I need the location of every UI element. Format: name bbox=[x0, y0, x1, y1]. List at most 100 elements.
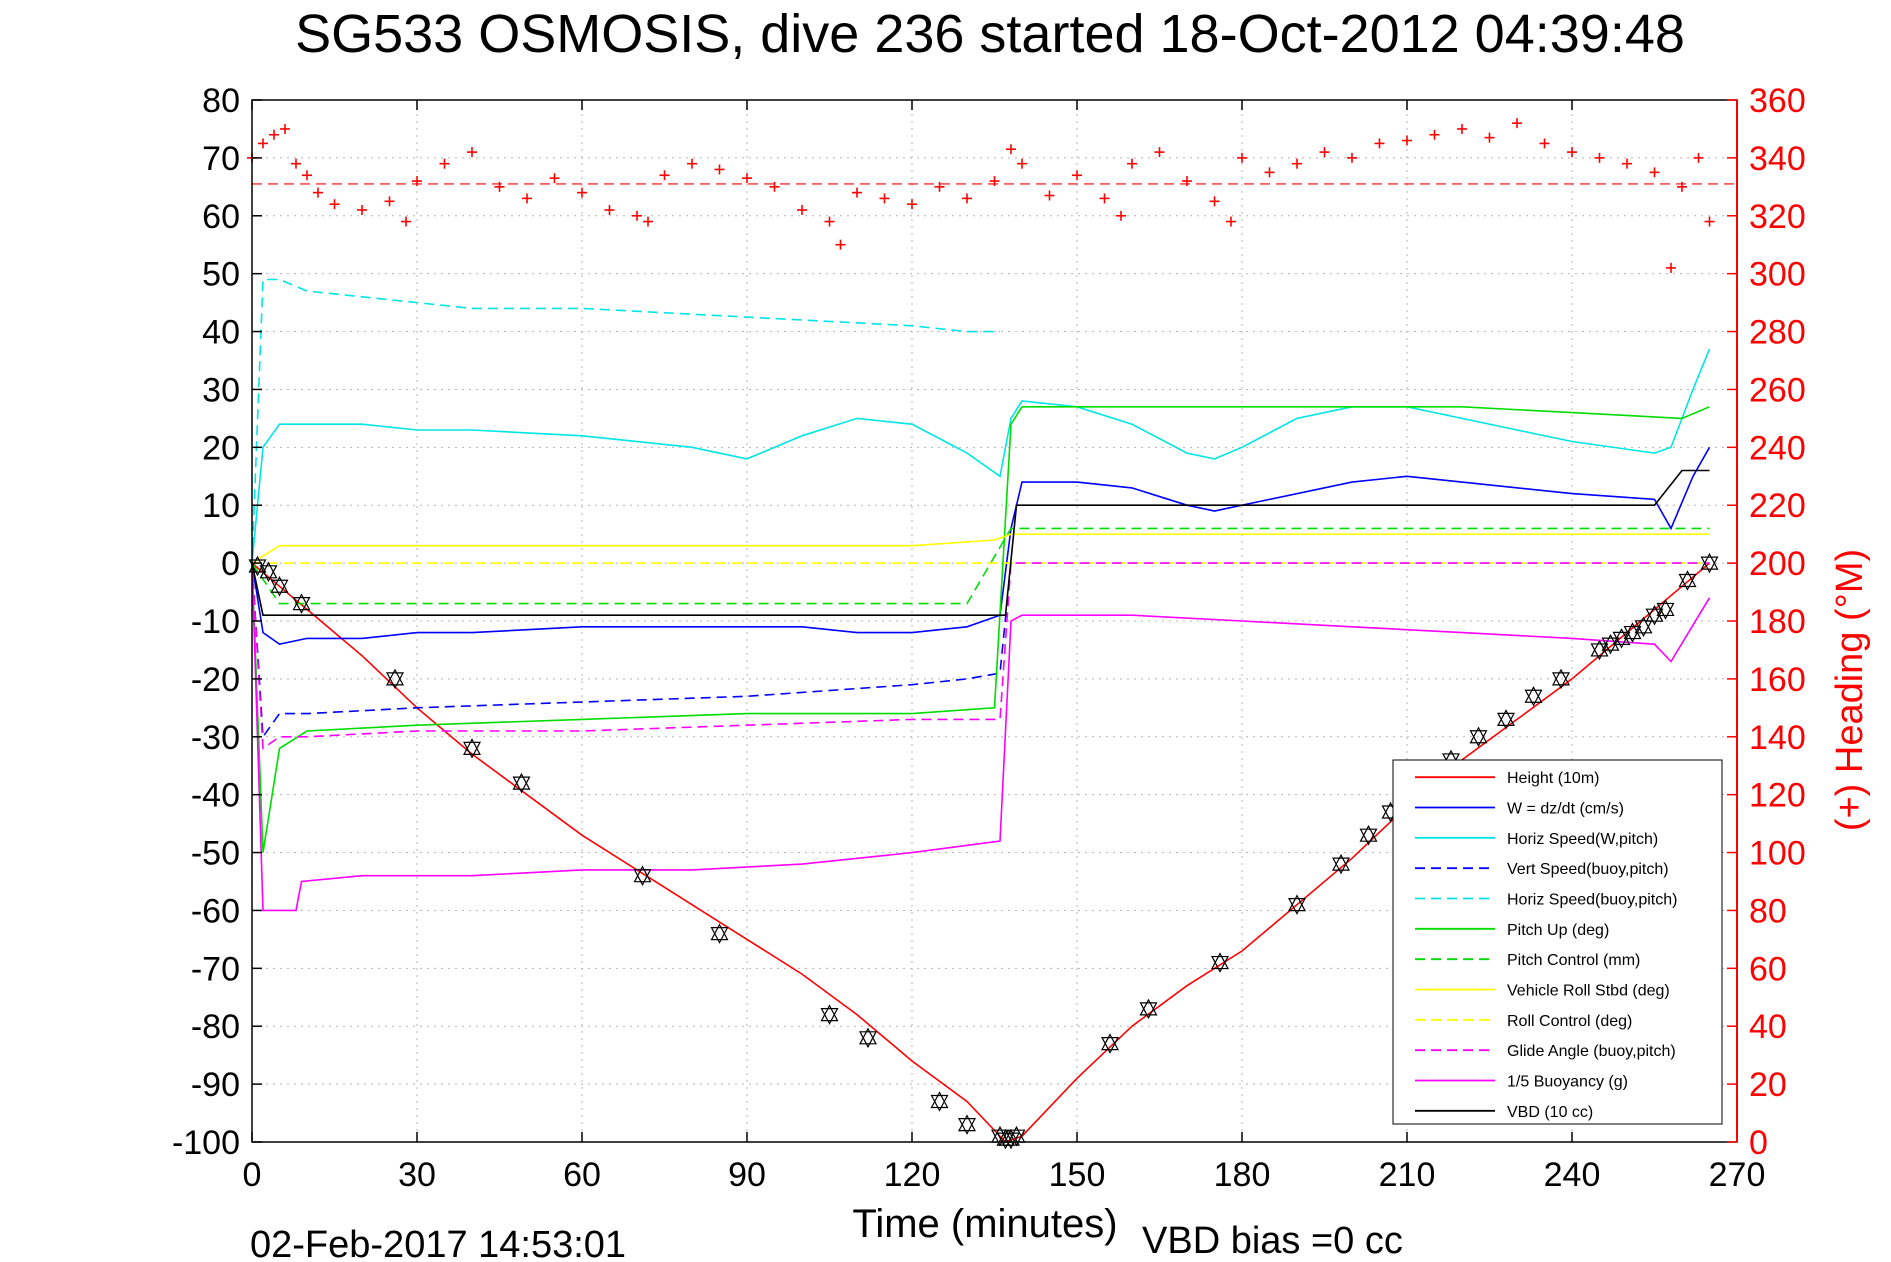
dive-marker-down bbox=[1552, 672, 1570, 690]
heading-point bbox=[1402, 135, 1412, 146]
y-left-tick-label: -50 bbox=[191, 835, 240, 873]
dive-marker bbox=[1656, 599, 1675, 620]
heading-point bbox=[989, 176, 1000, 187]
heading-point bbox=[824, 216, 835, 227]
y-right-tick-label: 0 bbox=[1749, 1124, 1768, 1162]
heading-point bbox=[1292, 158, 1302, 169]
heading-point bbox=[258, 138, 268, 149]
dive-marker-up bbox=[633, 865, 652, 883]
dive-marker-up bbox=[1497, 709, 1515, 727]
dive-marker-down bbox=[1101, 1036, 1119, 1054]
legend-label-3: Vert Speed(buoy,pitch) bbox=[1507, 861, 1669, 878]
x-axis-label: Time (minutes) bbox=[852, 1202, 1117, 1246]
dive-marker bbox=[1359, 824, 1378, 846]
heading-point bbox=[1116, 210, 1126, 221]
heading-point bbox=[797, 204, 807, 215]
y-right-tick-label: 200 bbox=[1749, 545, 1806, 583]
heading-point bbox=[1226, 216, 1236, 227]
dive-marker bbox=[633, 865, 652, 886]
dive-marker-down bbox=[991, 1129, 1009, 1147]
legend-box bbox=[1392, 759, 1723, 1125]
y-right-tick-label: 280 bbox=[1749, 314, 1806, 352]
dive-marker-down bbox=[1002, 1132, 1020, 1150]
dive-marker bbox=[1469, 726, 1488, 748]
y-left-tick-label: -30 bbox=[191, 719, 240, 757]
y-axis-right-ticks: 3603403203002802602402202001801601401201… bbox=[1727, 82, 1806, 1162]
heading-point bbox=[1649, 167, 1660, 178]
dive-marker-down bbox=[1590, 643, 1609, 661]
heading-point bbox=[1017, 158, 1027, 169]
x-tick-label: 60 bbox=[563, 1156, 601, 1194]
dive-marker bbox=[1497, 709, 1515, 730]
heading-point bbox=[439, 158, 450, 169]
y-right-tick-label: 320 bbox=[1749, 198, 1806, 236]
y-right-tick-label: 180 bbox=[1749, 603, 1806, 641]
heading-point bbox=[1319, 147, 1330, 158]
dive-marker-down bbox=[1656, 602, 1675, 620]
y-left-tick-label: 40 bbox=[202, 314, 240, 352]
heading-point bbox=[412, 176, 422, 187]
x-tick-label: 30 bbox=[398, 1156, 436, 1194]
y-right-tick-label: 80 bbox=[1749, 892, 1787, 930]
y-right-tick-label: 100 bbox=[1749, 835, 1806, 873]
dive-marker bbox=[1332, 853, 1350, 875]
dive-marker bbox=[820, 1004, 839, 1025]
heading-point bbox=[313, 187, 323, 198]
dive-marker-down bbox=[1469, 730, 1488, 748]
heading-point bbox=[1457, 123, 1467, 134]
dive-marker bbox=[859, 1027, 877, 1049]
y-right-tick-label: 160 bbox=[1749, 661, 1806, 699]
dive-marker-up bbox=[1552, 668, 1570, 686]
y-left-tick-label: 80 bbox=[202, 82, 240, 120]
legend-label-4: Horiz Speed(buoy,pitch) bbox=[1507, 892, 1677, 909]
heading-point bbox=[1484, 132, 1495, 143]
y-left-tick-label: -20 bbox=[191, 661, 240, 699]
series-lines bbox=[251, 278, 1711, 1143]
dive-marker-down bbox=[1601, 637, 1620, 655]
series-line-2 bbox=[251, 348, 1711, 564]
heading-point bbox=[1567, 147, 1577, 158]
y-axis-right-label: (+) Heading (°M) bbox=[1829, 549, 1871, 831]
y-left-tick-label: 20 bbox=[202, 429, 240, 467]
dive-marker bbox=[292, 593, 311, 614]
dive-marker-down bbox=[1634, 620, 1653, 638]
dive-markers bbox=[248, 552, 1719, 1150]
heading-point bbox=[357, 204, 367, 215]
dive-marker-up bbox=[1139, 998, 1158, 1016]
heading-markers bbox=[247, 118, 1737, 273]
dive-marker bbox=[1101, 1033, 1119, 1054]
heading-point bbox=[1512, 118, 1522, 129]
dive-marker-up bbox=[386, 668, 404, 686]
y-right-tick-label: 220 bbox=[1749, 487, 1806, 525]
dive-marker bbox=[386, 668, 404, 690]
y-left-tick-label: -60 bbox=[191, 892, 240, 930]
dive-marker-down bbox=[1524, 689, 1543, 707]
dive-marker bbox=[270, 575, 289, 597]
heading-point bbox=[577, 187, 587, 198]
heading-point bbox=[604, 204, 615, 215]
dive-marker-up bbox=[1678, 570, 1697, 588]
dive-marker bbox=[958, 1114, 976, 1135]
series-line-6 bbox=[251, 527, 1710, 605]
dive-marker bbox=[1002, 1128, 1020, 1150]
heading-point bbox=[1006, 144, 1016, 155]
dive-marker bbox=[1139, 998, 1158, 1020]
dive-marker-down bbox=[930, 1094, 949, 1112]
dive-marker-down bbox=[512, 776, 531, 794]
heading-point bbox=[1666, 262, 1676, 273]
dive-marker-up bbox=[270, 575, 289, 593]
heading-point bbox=[291, 158, 301, 169]
dive-marker-up bbox=[1288, 894, 1306, 912]
legend-label-10: 1/5 Buoyancy (g) bbox=[1507, 1074, 1628, 1091]
dive-marker-down bbox=[1211, 955, 1229, 973]
dive-marker bbox=[1552, 668, 1570, 690]
dive-marker-down bbox=[463, 741, 481, 759]
y-left-tick-label: -80 bbox=[191, 1008, 240, 1046]
y-right-tick-label: 360 bbox=[1749, 82, 1806, 120]
heading-point bbox=[659, 170, 670, 181]
heading-point bbox=[1044, 190, 1055, 201]
dive-marker-down bbox=[859, 1031, 877, 1049]
heading-point bbox=[1539, 138, 1550, 149]
dive-marker bbox=[1700, 552, 1719, 574]
